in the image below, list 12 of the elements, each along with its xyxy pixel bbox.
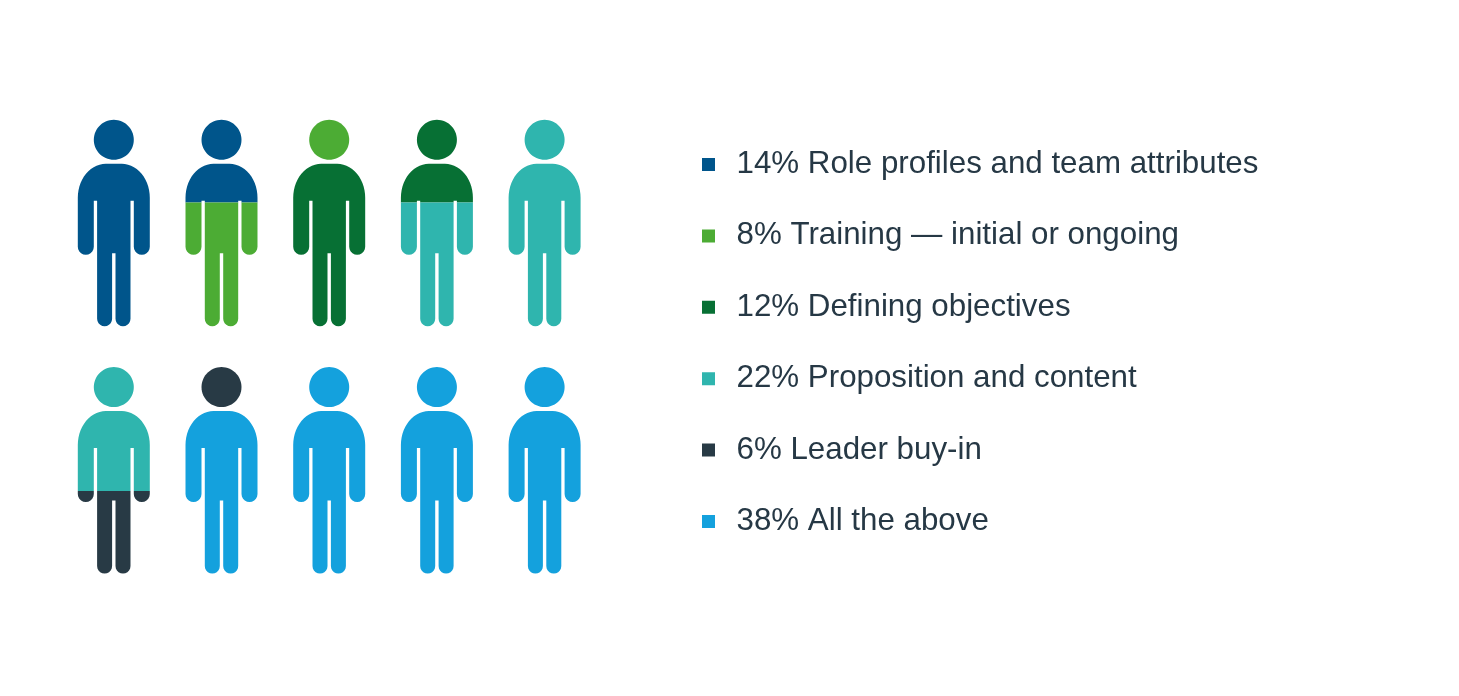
data-label: 12% xyxy=(736,287,800,323)
category-label: Role profiles and team attributes xyxy=(807,145,1259,180)
data-label: 22% xyxy=(736,359,800,395)
category-label: Training — initial or ongoing xyxy=(790,216,1179,252)
category-label: All the above xyxy=(807,502,989,537)
category-label: Proposition and content xyxy=(807,359,1137,395)
data-label: 8% xyxy=(736,216,782,252)
data-label: 6% xyxy=(736,430,782,466)
category-label: Defining objectives xyxy=(807,287,1071,323)
data-label: 14% xyxy=(736,145,800,180)
category-label: Leader buy-in xyxy=(790,430,982,466)
data-label: 38% xyxy=(736,502,800,537)
